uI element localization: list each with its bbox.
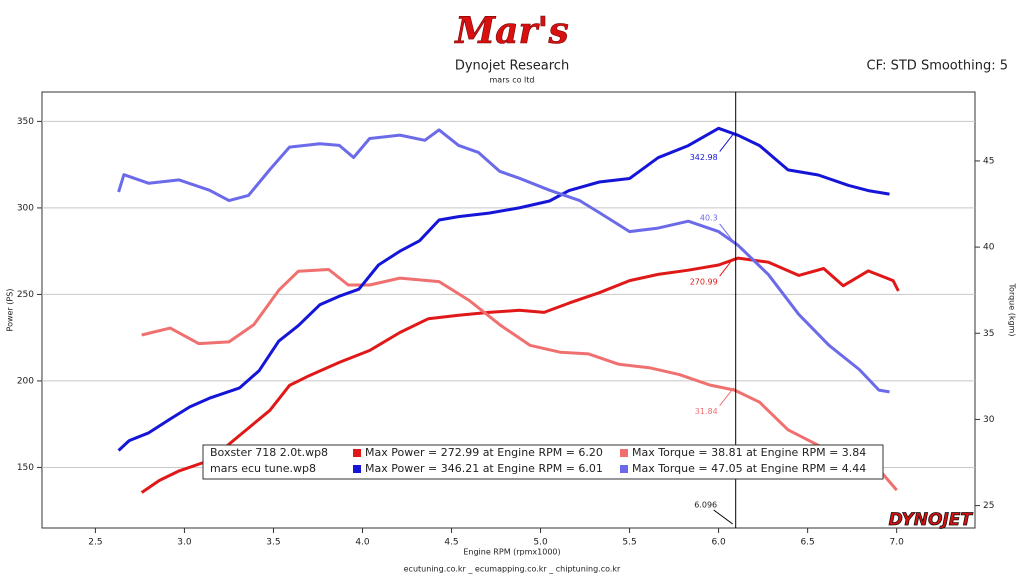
legend-file: Boxster 718 2.0t.wp8 (210, 446, 328, 459)
series-line (141, 268, 898, 492)
x-tick-label: 6.5 (800, 538, 814, 548)
x-tick-label: 7.0 (889, 538, 904, 548)
cursor-value: 270.99 (690, 278, 718, 287)
y2-tick-label: 40 (983, 243, 995, 253)
legend-entry: Max Torque = 38.81 at Engine RPM = 3.84 (632, 446, 866, 459)
x-tick-label: 5.0 (533, 538, 548, 548)
series-line (117, 126, 890, 452)
plot-frame (41, 91, 976, 529)
x-tick-label: 4.0 (355, 538, 370, 548)
y2-tick-label: 35 (983, 329, 994, 339)
y-axis-label: Power (PS) (6, 289, 15, 332)
cursor-arrow (719, 133, 735, 152)
y-tick-label: 150 (17, 463, 34, 473)
y-tick-label: 300 (17, 203, 34, 213)
y2-tick-label: 25 (983, 501, 994, 511)
chart-title: Dynojet Research (455, 59, 569, 74)
settings-label: CF: STD Smoothing: 5 (867, 59, 1008, 74)
x-tick-label: 3.5 (266, 538, 280, 548)
x-tick-label: 2.5 (88, 538, 102, 548)
cursor-value: 40.3 (700, 213, 718, 222)
legend-swatch (353, 465, 361, 473)
footer: ecutuning.co.kr _ ecumapping.co.kr _ chi… (404, 565, 621, 574)
x-tick-label: 5.5 (622, 538, 636, 548)
logo: Mar's (453, 10, 568, 52)
legend-swatch (620, 449, 628, 457)
legend-entry: Max Power = 272.99 at Engine RPM = 6.20 (365, 446, 603, 459)
series-line (117, 128, 890, 394)
x-tick-label: 4.5 (444, 538, 458, 548)
x-tick-label: 6.0 (711, 538, 726, 548)
y2-axis-label: Torque (kgm) (1008, 283, 1017, 337)
legend-swatch (620, 465, 628, 473)
cursor-arrow (719, 223, 735, 243)
chart-subtitle: mars co ltd (490, 76, 535, 85)
cursor-arrow (719, 257, 735, 277)
legend-entry: Max Power = 346.21 at Engine RPM = 6.01 (365, 462, 603, 475)
series-line (140, 256, 900, 494)
y-tick-label: 200 (17, 376, 34, 386)
legend-entry: Max Torque = 47.05 at Engine RPM = 4.44 (632, 462, 866, 475)
x-tick-label: 3.0 (177, 538, 192, 548)
y2-tick-label: 30 (983, 415, 995, 425)
y2-tick-label: 45 (983, 156, 994, 166)
x-axis-label: Engine RPM (rpmx1000) (463, 548, 560, 557)
legend: Boxster 718 2.0t.wp8 Max Power = 272.99 a… (202, 444, 884, 480)
y-tick-label: 250 (17, 290, 34, 300)
cursor-value: 342.98 (690, 153, 718, 162)
legend-file: mars ecu tune.wp8 (210, 462, 316, 475)
cursor-arrow (719, 387, 735, 407)
cursor-label: 6.096 (694, 501, 717, 510)
cursor-arrow (713, 509, 733, 525)
cursor-value: 31.84 (695, 407, 718, 416)
legend-box (202, 444, 884, 480)
legend-swatch (353, 449, 361, 457)
y-tick-label: 350 (17, 117, 34, 127)
brand-logo: DYNOJET (889, 510, 974, 530)
